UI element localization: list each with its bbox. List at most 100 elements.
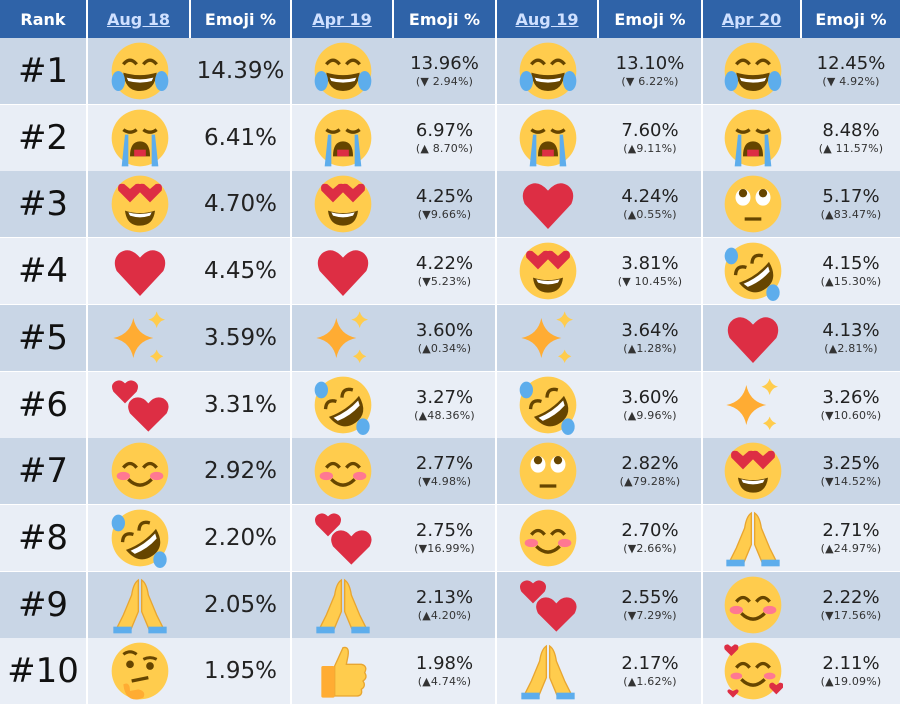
percent-change: (▼ 10.45%) [617, 275, 683, 289]
emoji-percent: 2.17% [621, 653, 679, 675]
table-cell: 4.15% (▲15.30%) [802, 238, 900, 304]
table-cell [703, 38, 802, 104]
table-cell: 2.71% (▲24.97%) [802, 505, 900, 571]
table-row: #8 2.20% 2.75% (▼16.99%) 2.70% (▼2.66%) 2.71%(… [0, 504, 900, 571]
percent-change: (▼16.99%) [414, 541, 475, 555]
table-cell [292, 238, 394, 304]
table-cell: 3.59% [191, 304, 292, 371]
table-cell: #6 [0, 371, 88, 438]
percent-change: (▲1.62%) [623, 675, 677, 689]
smiling-face-with-smiling-eyes-icon [111, 442, 168, 500]
aug18-emoji-pct-header-label: Emoji % [204, 9, 277, 29]
table-cell: 7.60% (▲9.11%) [599, 104, 703, 171]
table-cell [703, 171, 802, 237]
emoji-percent: 12.45% [816, 53, 886, 74]
table-cell: #10 [0, 638, 88, 705]
folded-hands-icon [316, 578, 370, 633]
table-cell [88, 505, 191, 571]
face-with-rolling-eyes-icon [519, 442, 577, 500]
aug18-emoji-pct-header: Emoji % [191, 0, 292, 38]
percent-change: (▼7.29%) [623, 608, 677, 622]
percent-change: (▼2.66%) [623, 541, 677, 555]
table-cell: #4 [0, 238, 88, 305]
table-cell [292, 171, 394, 237]
table-cell: 3.60% (▲9.96%) [599, 371, 703, 438]
table-cell: 1.98% (▲4.74%) [394, 638, 497, 705]
percent-change: (▲ 8.70%) [415, 141, 474, 155]
percent-change: (▼ 6.22%) [621, 75, 679, 88]
table-cell: 2.77% (▼4.98%) [394, 438, 497, 505]
smiling-face-with-smiling-eyes-icon [519, 509, 577, 567]
table-cell: #8 [0, 504, 88, 571]
rank-label: #3 [17, 184, 69, 225]
table-cell: #9 [0, 571, 88, 638]
table-cell: 2.22% (▼17.56%) [802, 572, 900, 638]
percent-change: (▼5.23%) [417, 275, 472, 289]
emoji-percent: 3.26% [822, 386, 880, 408]
emoji-percent: 3.59% [203, 324, 278, 351]
emoji-percent: 7.60% [621, 119, 679, 141]
table-cell [292, 105, 394, 171]
table-cell [497, 305, 599, 371]
emoji-percent: 4.13% [822, 319, 880, 341]
table-row: #9 2.05% 2.13% (▲4.20%) 2.55% (▼7.29%) 2.22% (▼… [0, 571, 900, 638]
table-cell [292, 38, 394, 104]
sparkles-icon [725, 377, 778, 430]
rolling-on-floor-laughing-icon [314, 376, 372, 435]
table-cell [703, 505, 802, 571]
rank-label: #8 [17, 517, 69, 558]
table-cell: 2.20% [191, 504, 292, 571]
folded-hands-icon [112, 578, 167, 633]
table-cell [292, 505, 394, 571]
percent-change: (▲79.28%) [619, 475, 681, 489]
table-row: #4 4.45% 4.22% (▼5.23%) 3.81% (▼ 10.45%) 4.15%… [0, 238, 900, 305]
table-cell: 2.70% (▼2.66%) [599, 504, 703, 571]
rank-header-label: Rank [20, 9, 66, 29]
percent-change: (▲ 11.57%) [818, 141, 884, 155]
aug19-emoji-pct-header: Emoji % [599, 0, 703, 38]
emoji-percent: 1.95% [203, 658, 278, 685]
table-cell: 3.60% (▲0.34%) [394, 304, 497, 371]
two-hearts-icon [315, 513, 372, 565]
emoji-percent: 2.77% [415, 453, 474, 475]
emoji-percent: 3.81% [621, 253, 679, 275]
emoji-percent: 2.11% [822, 653, 880, 675]
table-cell: 1.95% [191, 638, 292, 705]
table-cell [497, 105, 599, 171]
percent-change: (▲2.81%) [824, 341, 878, 355]
emoji-percent: 3.64% [621, 319, 679, 341]
table-cell [497, 438, 599, 504]
percent-change: (▼10.60%) [820, 408, 882, 422]
table-cell [703, 305, 802, 371]
table-cell [497, 572, 599, 638]
percent-change: (▲4.74%) [417, 675, 472, 689]
face-with-tears-of-joy-icon [111, 42, 168, 100]
table-cell: 4.24% (▲0.55%) [599, 171, 703, 238]
emoji-percent: 14.39% [196, 58, 285, 84]
aug19-emoji-pct-header-label: Emoji % [614, 9, 686, 29]
apr20-emoji-pct-header-label: Emoji % [815, 9, 887, 29]
rank-label: #4 [17, 251, 69, 292]
table-cell: 4.70% [191, 171, 292, 238]
loudly-crying-face-icon [111, 109, 168, 167]
table-cell [88, 372, 191, 438]
table-cell: 3.81% (▼ 10.45%) [599, 238, 703, 305]
percent-change: (▼ 2.94%) [415, 75, 474, 88]
thinking-face-icon [111, 642, 168, 700]
sparkles-icon [521, 311, 573, 363]
percent-change: (▼9.66%) [417, 208, 472, 222]
table-row: #6 3.31% 3.27% (▲48.36%) 3.60% (▲9.96%) 3.26%(… [0, 371, 900, 438]
table-cell [292, 572, 394, 638]
loudly-crying-face-icon [314, 109, 372, 167]
emoji-percent: 3.31% [203, 391, 278, 418]
table-cell [88, 105, 191, 171]
rolling-on-floor-laughing-icon [519, 376, 577, 435]
table-cell: 3.64% (▲1.28%) [599, 304, 703, 371]
apr19-header: Apr 19 [292, 0, 394, 38]
emoji-percent: 3.60% [621, 386, 679, 408]
percent-change: (▲0.34%) [417, 341, 472, 355]
table-cell: 2.55% (▼7.29%) [599, 571, 703, 638]
emoji-percent: 6.97% [415, 119, 474, 141]
emoji-percent: 3.27% [415, 386, 474, 408]
